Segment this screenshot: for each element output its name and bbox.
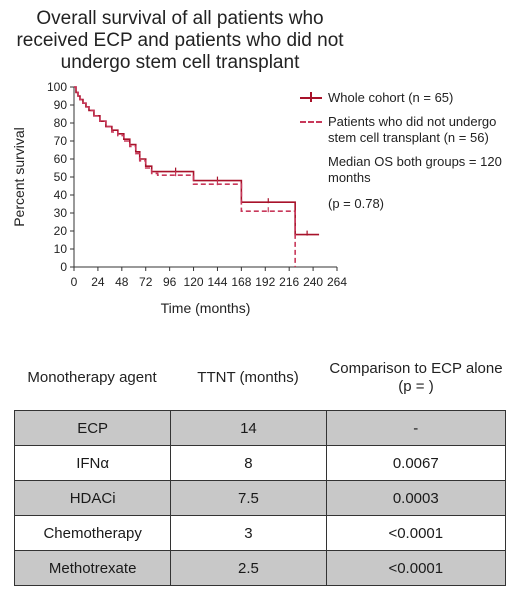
y-tick-label: 80 bbox=[54, 116, 68, 130]
censor-tick-icon bbox=[310, 92, 312, 102]
y-tick-label: 100 bbox=[47, 80, 67, 94]
header-agent: Monotherapy agent bbox=[27, 369, 157, 386]
x-tick-label: 72 bbox=[139, 275, 153, 289]
y-axis-label: Percent survival bbox=[11, 127, 27, 227]
cell-agent: Chemotherapy bbox=[13, 515, 172, 551]
table-row: ECP 14 - bbox=[13, 410, 507, 446]
header-comparison: Comparison to ECP alone (p = ) bbox=[329, 360, 503, 395]
cell-p: 0.0003 bbox=[325, 480, 507, 516]
table-row: IFNα 8 0.0067 bbox=[13, 445, 507, 481]
cell-agent: ECP bbox=[13, 410, 172, 446]
table-body: ECP 14 - IFNα 8 0.0067 HDACi 7.5 0.0003 … bbox=[13, 410, 507, 586]
x-axis-label: Time (months) bbox=[161, 300, 251, 316]
dashed-line-icon bbox=[300, 121, 322, 123]
y-tick-label: 30 bbox=[54, 206, 68, 220]
y-tick-label: 0 bbox=[60, 260, 67, 274]
cell-ttnt: 14 bbox=[170, 410, 327, 446]
legend-label-whole: Whole cohort (n = 65) bbox=[328, 90, 454, 105]
chart-title: Overall survival of all patients who rec… bbox=[16, 8, 344, 73]
y-tick-label: 10 bbox=[54, 242, 68, 256]
chart-legend: Whole cohort (n = 65) Patients who did n… bbox=[300, 90, 515, 222]
y-tick-label: 50 bbox=[54, 170, 68, 184]
ttnt-table: Monotherapy agent TTNT (months) Comparis… bbox=[13, 348, 507, 586]
x-tick-label: 24 bbox=[91, 275, 105, 289]
table-row: Chemotherapy 3 <0.0001 bbox=[13, 515, 507, 551]
y-tick-label: 20 bbox=[54, 224, 68, 238]
cell-agent: IFNα bbox=[13, 445, 172, 481]
x-tick-label: 168 bbox=[231, 275, 251, 289]
cell-agent: HDACi bbox=[13, 480, 172, 516]
series-line-no-sct bbox=[74, 86, 296, 267]
x-tick-label: 0 bbox=[71, 275, 78, 289]
y-tick-label: 70 bbox=[54, 134, 68, 148]
legend-item-whole: Whole cohort (n = 65) bbox=[300, 90, 515, 106]
series-line-whole-cohort bbox=[74, 86, 320, 236]
table-row: Methotrexate 2.5 <0.0001 bbox=[13, 550, 507, 586]
x-tick-label: 240 bbox=[303, 275, 323, 289]
x-tick-label: 216 bbox=[279, 275, 299, 289]
cell-ttnt: 2.5 bbox=[170, 550, 327, 586]
y-tick-label: 40 bbox=[54, 188, 68, 202]
cell-ttnt: 8 bbox=[170, 445, 327, 481]
x-tick-label: 192 bbox=[255, 275, 275, 289]
cell-agent: Methotrexate bbox=[13, 550, 172, 586]
table-header: Monotherapy agent TTNT (months) Comparis… bbox=[14, 348, 506, 408]
cell-ttnt: 3 bbox=[170, 515, 327, 551]
cell-p: - bbox=[325, 410, 507, 446]
table-row: HDACi 7.5 0.0003 bbox=[13, 480, 507, 516]
cell-p: 0.0067 bbox=[325, 445, 507, 481]
y-tick-label: 60 bbox=[54, 152, 68, 166]
cell-p: <0.0001 bbox=[325, 515, 507, 551]
legend-label-no-sct: Patients who did not undergo stem cell t… bbox=[328, 114, 497, 145]
p-value-note: (p = 0.78) bbox=[328, 196, 385, 211]
cell-ttnt: 7.5 bbox=[170, 480, 327, 516]
cell-p: <0.0001 bbox=[325, 550, 507, 586]
legend-item-no-sct: Patients who did not undergo stem cell t… bbox=[300, 114, 515, 146]
median-os-note: Median OS both groups = 120 months bbox=[328, 154, 502, 185]
x-tick-label: 120 bbox=[184, 275, 204, 289]
x-tick-label: 144 bbox=[207, 275, 227, 289]
x-tick-label: 264 bbox=[327, 275, 347, 289]
x-tick-label: 96 bbox=[163, 275, 177, 289]
km-plot: 0 10 20 30 40 50 60 70 80 90 100 0 24 48 72 96 120 144 168… bbox=[11, 80, 347, 316]
header-ttnt: TTNT (months) bbox=[197, 369, 299, 386]
y-tick-label: 90 bbox=[54, 98, 68, 112]
x-tick-label: 48 bbox=[115, 275, 129, 289]
